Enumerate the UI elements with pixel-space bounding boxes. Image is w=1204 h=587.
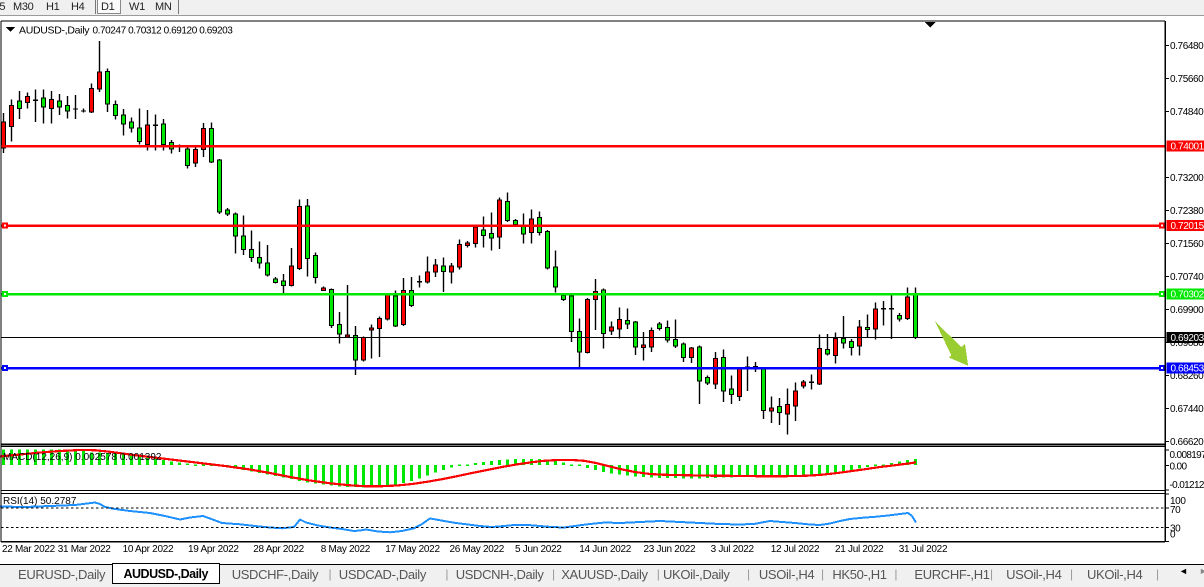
svg-text:0.68260: 0.68260: [1170, 371, 1204, 382]
svg-text:14 Jun 2022: 14 Jun 2022: [579, 544, 631, 555]
svg-text:0.69080: 0.69080: [1170, 338, 1204, 349]
svg-text:0.75660: 0.75660: [1170, 74, 1204, 85]
svg-text:RSI(14) 50.2787: RSI(14) 50.2787: [3, 496, 77, 507]
svg-text:0.72380: 0.72380: [1170, 206, 1204, 217]
svg-text:0.69203: 0.69203: [1171, 333, 1204, 344]
svg-text:0.008197: 0.008197: [1170, 450, 1204, 461]
svg-text:22 Mar 2022: 22 Mar 2022: [2, 544, 56, 555]
svg-text:17 May 2022: 17 May 2022: [385, 544, 440, 555]
svg-text:0.74001: 0.74001: [1171, 142, 1204, 153]
svg-text:0.74840: 0.74840: [1170, 107, 1204, 118]
svg-text:0.67440: 0.67440: [1170, 404, 1204, 415]
svg-text:AUDUSD-,Daily: AUDUSD-,Daily: [19, 25, 90, 37]
svg-text:23 Jun 2022: 23 Jun 2022: [644, 544, 696, 555]
svg-text:31 Jul 2022: 31 Jul 2022: [899, 544, 948, 555]
svg-text:30: 30: [1170, 524, 1181, 535]
svg-text:0.70247 0.70312 0.69120 0.6920: 0.70247 0.70312 0.69120 0.69203: [93, 26, 234, 37]
svg-text:0.71560: 0.71560: [1170, 239, 1204, 250]
svg-text:0.72015: 0.72015: [1171, 221, 1204, 232]
svg-text:0.70740: 0.70740: [1170, 272, 1204, 283]
svg-text:21 Jul 2022: 21 Jul 2022: [835, 544, 884, 555]
svg-text:0.66620: 0.66620: [1170, 437, 1204, 448]
svg-text:MACD(12,26,9) 0.002578 0.00139: MACD(12,26,9) 0.002578 0.001392: [3, 452, 162, 463]
svg-text:3 Jul 2022: 3 Jul 2022: [711, 544, 755, 555]
svg-text:10 Apr 2022: 10 Apr 2022: [123, 544, 174, 555]
svg-text:0.76480: 0.76480: [1170, 41, 1204, 52]
svg-text:12 Jul 2022: 12 Jul 2022: [771, 544, 820, 555]
svg-text:-0.01212: -0.01212: [1170, 480, 1204, 491]
svg-text:8 May 2022: 8 May 2022: [321, 544, 371, 555]
svg-text:0.00: 0.00: [1170, 461, 1188, 472]
svg-text:0.69900: 0.69900: [1170, 305, 1204, 316]
svg-text:0.70302: 0.70302: [1171, 290, 1204, 301]
svg-text:0.73200: 0.73200: [1170, 173, 1204, 184]
svg-text:0.68453: 0.68453: [1171, 364, 1204, 375]
svg-text:19 Apr 2022: 19 Apr 2022: [188, 544, 239, 555]
svg-text:0: 0: [1170, 530, 1176, 541]
svg-text:100: 100: [1170, 496, 1186, 507]
svg-text:28 Apr 2022: 28 Apr 2022: [253, 544, 304, 555]
svg-text:26 May 2022: 26 May 2022: [450, 544, 505, 555]
svg-text:31 Mar 2022: 31 Mar 2022: [58, 544, 112, 555]
svg-text:70: 70: [1170, 505, 1181, 516]
svg-text:5 Jun 2022: 5 Jun 2022: [515, 544, 562, 555]
